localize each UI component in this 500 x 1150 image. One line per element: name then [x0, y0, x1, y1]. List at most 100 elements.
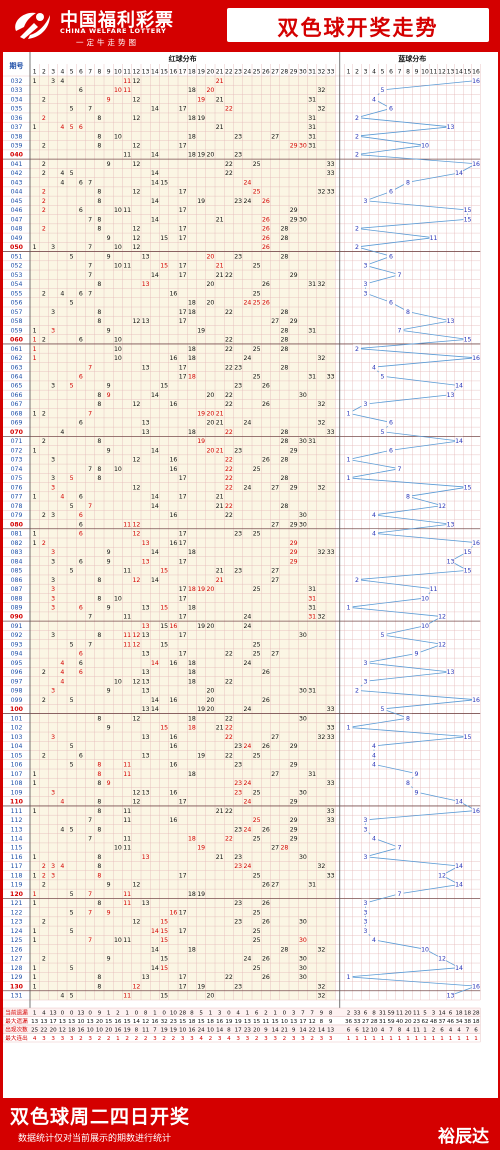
blue-ball-bg: [463, 214, 472, 223]
stat-red-value: 2: [162, 1036, 166, 1042]
red-ball-number: 17: [179, 374, 187, 381]
blue-column-label: 15: [464, 69, 472, 76]
red-ball-number: 1: [33, 780, 37, 787]
red-ball-number: 13: [142, 281, 150, 288]
red-ball-number: 15: [160, 605, 168, 612]
stat-blue-value: 20: [404, 1019, 412, 1025]
red-ball-number: 7: [88, 263, 92, 270]
blue-ball-bg: [463, 732, 472, 741]
red-ball-number: 33: [327, 706, 335, 713]
red-ball-number: 26: [262, 697, 270, 704]
red-ball-number: 10: [114, 355, 122, 362]
red-ball-number: 2: [42, 956, 46, 963]
issue-number: 051: [11, 253, 23, 260]
stat-red-value: 11: [142, 1027, 150, 1033]
red-ball-number: 19: [197, 983, 205, 990]
red-ball-number: 26: [262, 216, 270, 223]
red-ball-number: 15: [160, 383, 168, 390]
red-ball-number: 6: [79, 207, 83, 214]
blue-ball-number: 3: [364, 900, 368, 907]
red-ball-number: 16: [169, 660, 177, 667]
red-ball-number: 5: [70, 253, 74, 260]
red-ball-number: 13: [142, 669, 150, 676]
red-ball-number: 9: [107, 780, 111, 787]
red-ball-number: 18: [188, 836, 196, 843]
red-ball-number: 20: [206, 586, 214, 593]
blue-column-label: 3: [364, 69, 368, 76]
red-ball-number: 16: [169, 623, 177, 630]
issue-number: 082: [11, 540, 23, 547]
blue-ball-number: 8: [406, 780, 410, 787]
red-ball-number: 8: [97, 780, 101, 787]
red-ball-number: 17: [179, 558, 187, 565]
red-ball-number: 8: [97, 900, 101, 907]
footer-brand: 裕辰达: [438, 1127, 489, 1147]
blue-column-label: 6: [389, 69, 393, 76]
red-ball-number: 3: [51, 632, 55, 639]
red-ball-number: 1: [33, 355, 37, 362]
red-ball-number: 9: [107, 549, 111, 556]
red-ball-number: 16: [169, 512, 177, 519]
stat-blue-value: 1: [381, 1036, 385, 1042]
issue-number: 060: [10, 337, 24, 344]
stat-blue-value: 33: [353, 1019, 361, 1025]
blue-ball-number: 12: [438, 872, 446, 879]
red-ball-number: 1: [33, 124, 37, 131]
red-ball-number: 18: [188, 771, 196, 778]
red-ball-number: 18: [188, 946, 196, 953]
red-ball-number: 14: [151, 152, 159, 159]
red-ball-number: 25: [253, 752, 261, 759]
red-ball-number: 26: [262, 956, 270, 963]
red-ball-number: 23: [234, 762, 242, 769]
red-ball-number: 8: [97, 198, 101, 205]
issue-number: 102: [11, 725, 23, 732]
blue-ball-bg: [387, 251, 395, 260]
red-column-label: 16: [170, 69, 178, 76]
stat-blue-value: 1: [389, 1036, 393, 1042]
stat-red-value: 10: [77, 1019, 85, 1025]
stat-label: 出现次数: [5, 1025, 28, 1033]
red-ball-number: 4: [60, 863, 64, 870]
red-ball-number: 8: [97, 799, 101, 806]
red-ball-number: 9: [107, 327, 111, 334]
red-ball-number: 22: [225, 974, 233, 981]
red-ball-number: 27: [271, 568, 279, 575]
stat-blue-value: 7: [389, 1027, 393, 1033]
red-ball-number: 17: [179, 799, 187, 806]
issue-number: 068: [11, 410, 23, 417]
issue-number: 078: [11, 503, 23, 510]
blue-ball-bg: [378, 427, 387, 436]
red-ball-number: 33: [327, 872, 335, 879]
red-ball-number: 33: [327, 734, 335, 741]
red-column-label: 15: [160, 69, 168, 76]
red-ball-number: 13: [142, 420, 150, 427]
red-ball-number: 26: [262, 974, 270, 981]
red-ball-number: 17: [179, 928, 187, 935]
blue-ball-number: 12: [438, 641, 446, 648]
issue-number: 036: [11, 115, 23, 122]
red-ball-number: 11: [123, 993, 131, 1000]
red-ball-number: 19: [197, 96, 205, 103]
blue-column-label: 8: [406, 69, 410, 76]
red-ball-number: 16: [169, 734, 177, 741]
red-ball-number: 31: [308, 586, 316, 593]
red-ball-number: 8: [97, 318, 101, 325]
red-ball-number: 22: [225, 170, 233, 177]
red-ball-number: 6: [79, 337, 83, 344]
red-ball-number: 2: [42, 438, 46, 445]
red-ball-number: 25: [253, 651, 261, 658]
issue-number: 088: [11, 595, 23, 602]
stat-blue-value: 38: [464, 1019, 472, 1025]
stat-red-value: 20: [96, 1019, 104, 1025]
blue-ball-bg: [404, 492, 412, 501]
red-column-label: 25: [253, 69, 261, 76]
blue-column-label: 11: [430, 69, 438, 76]
red-ball-number: 24: [243, 614, 251, 621]
red-ball-number: 31: [308, 124, 316, 131]
red-ball-number: 20: [206, 993, 214, 1000]
red-ball-number: 24: [243, 863, 251, 870]
issue-number: 090: [10, 614, 24, 621]
stat-red-value: 18: [207, 1019, 215, 1025]
issue-number: 063: [11, 364, 23, 371]
